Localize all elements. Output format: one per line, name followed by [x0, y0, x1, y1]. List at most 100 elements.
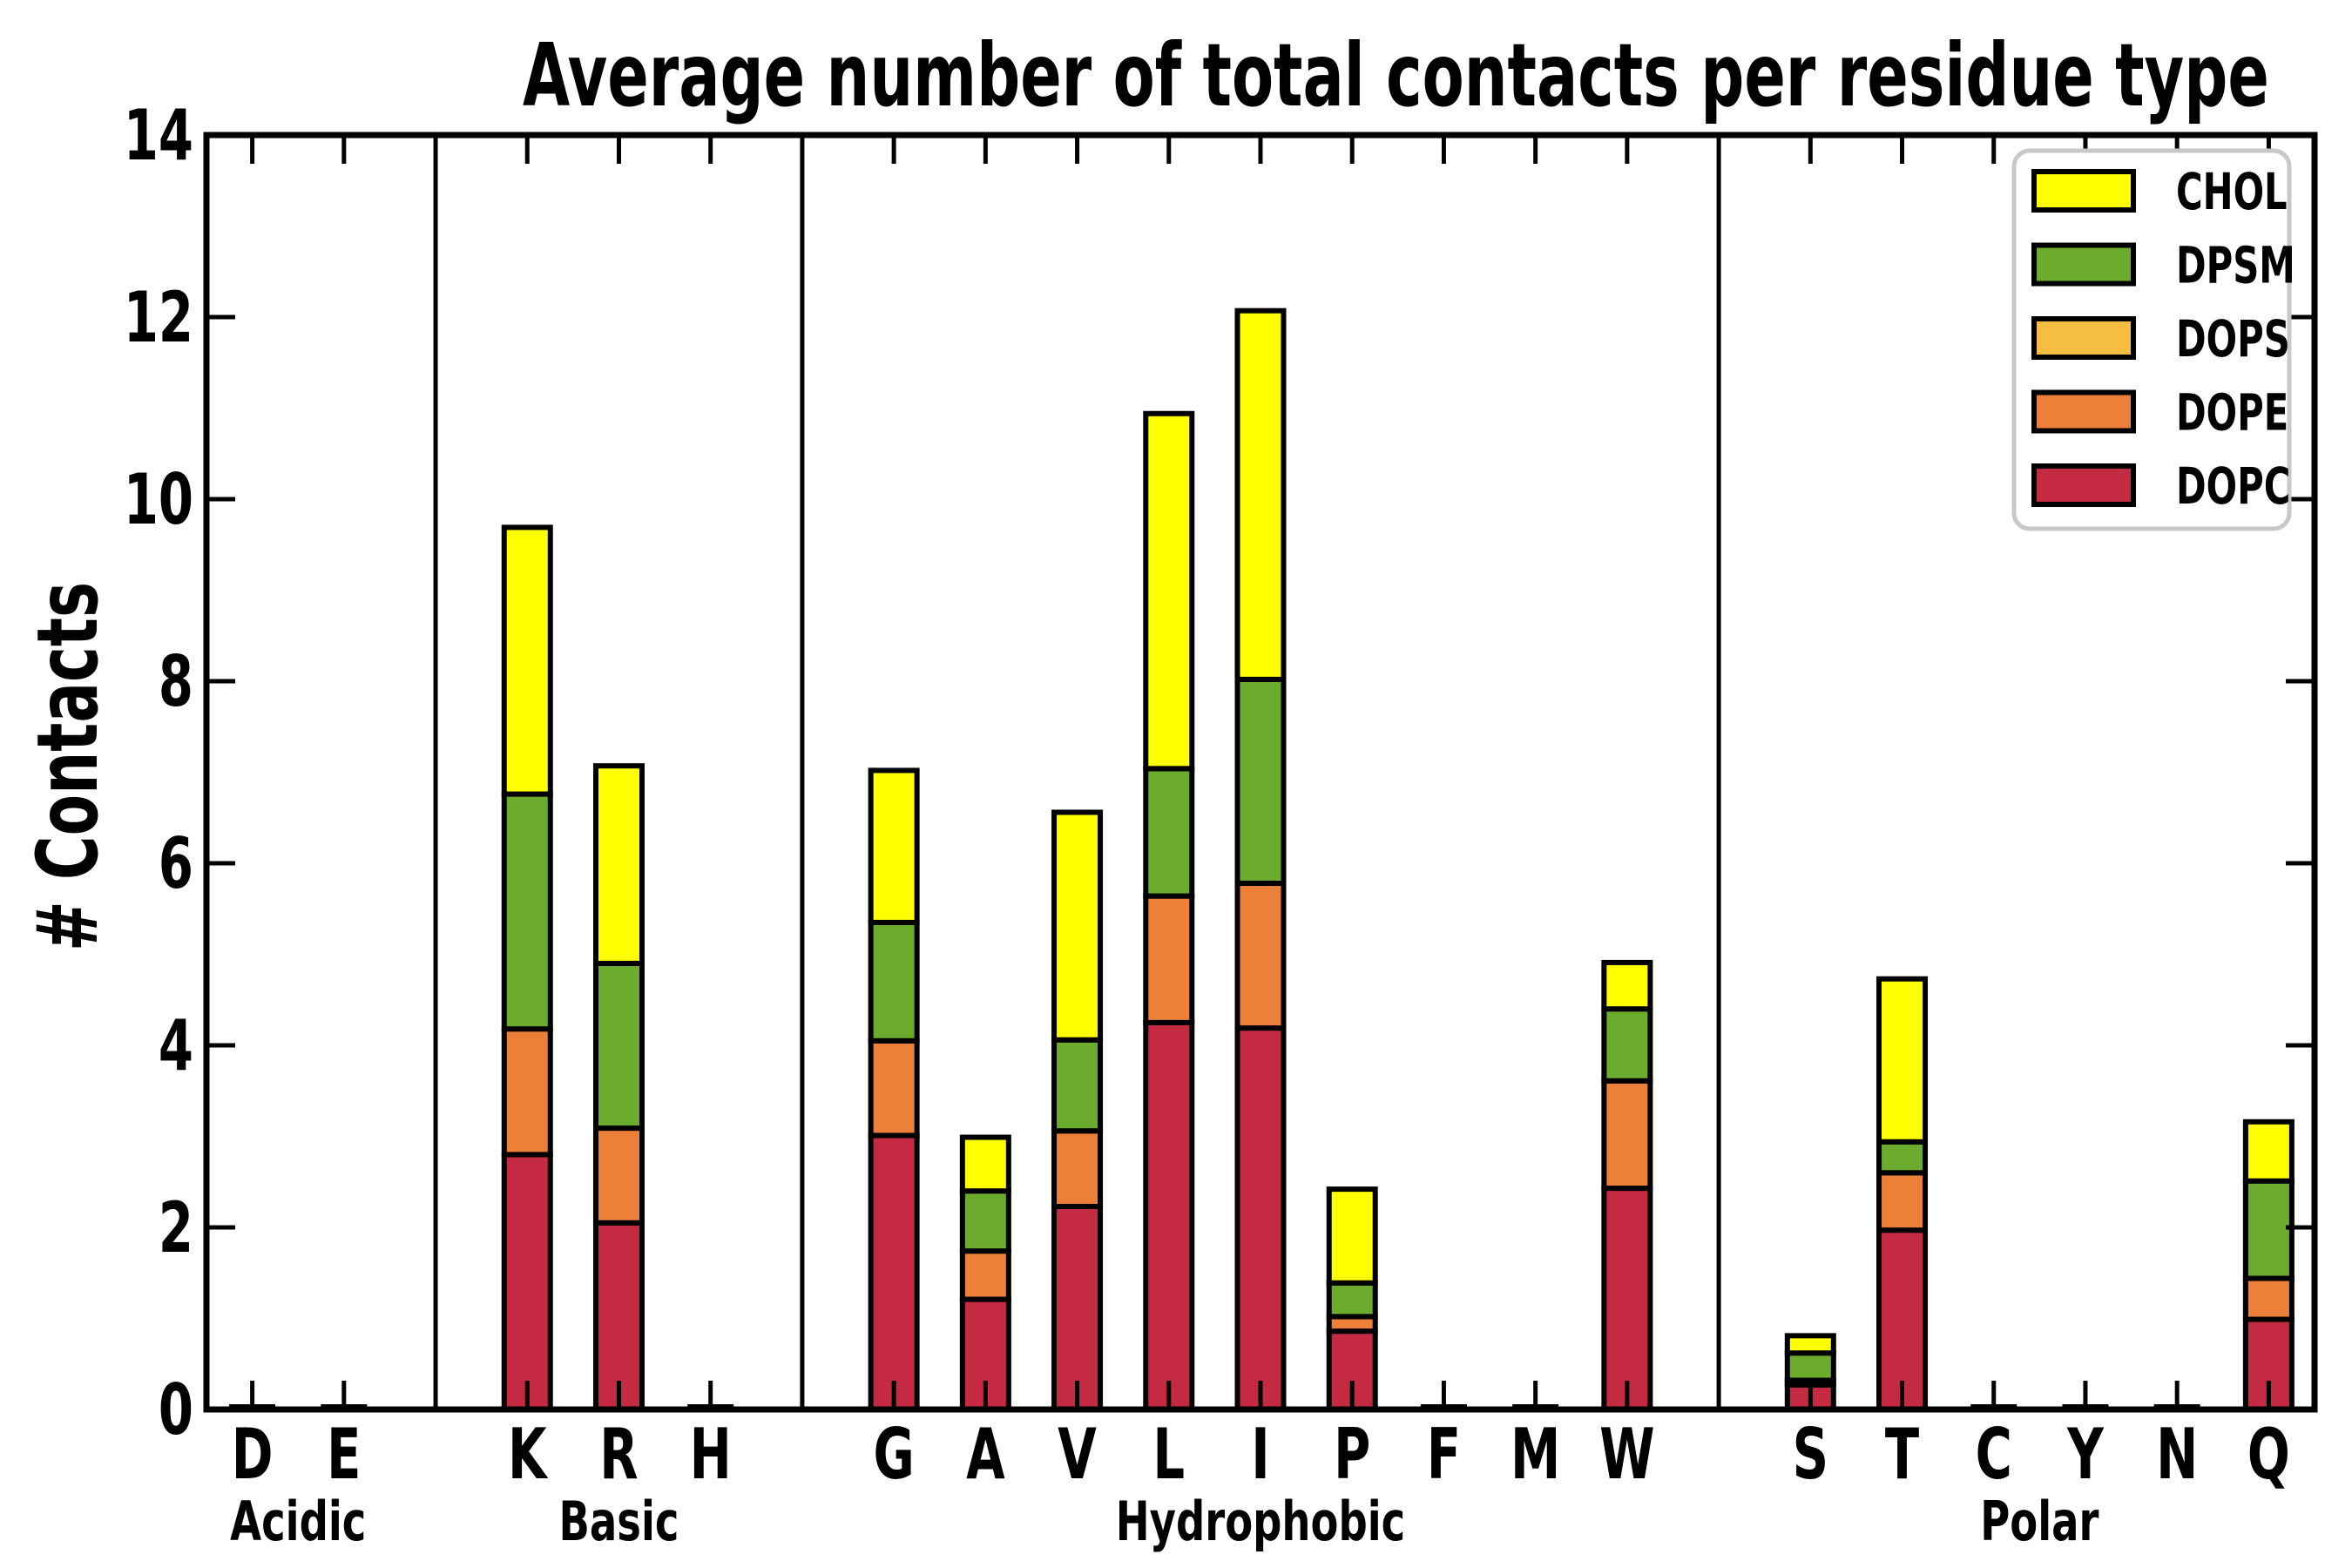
- x-tick-label-K: K: [508, 1415, 549, 1496]
- legend-label-DOPS-wrap: DOPS: [2176, 309, 2290, 368]
- y-tick-label-12-wrap: 12: [124, 278, 193, 359]
- legend-swatch-DOPC: [2031, 463, 2136, 507]
- y-axis-title: # Contacts: [19, 581, 117, 952]
- bar-segment-R-CHOL: [592, 763, 645, 966]
- group-label-basic-wrap: Basic: [558, 1490, 679, 1552]
- x-tick-label-S-wrap: S: [1793, 1415, 1828, 1496]
- x-tick-label-W: W: [1599, 1415, 1655, 1496]
- legend-label-DOPE: DOPE: [2176, 383, 2288, 443]
- x-tick-label-P-wrap: P: [1334, 1415, 1370, 1496]
- x-tick-label-D-wrap: D: [232, 1415, 274, 1496]
- group-label-acidic: Acidic: [230, 1490, 366, 1552]
- y-tick-label-2: 2: [159, 1188, 193, 1269]
- y-tick-label-6-wrap: 6: [159, 824, 193, 905]
- legend-swatch-CHOL: [2031, 169, 2136, 213]
- y-tick-label-6: 6: [159, 824, 193, 905]
- bar-segment-L-DPSM: [1143, 766, 1195, 899]
- legend-label-CHOL: CHOL: [2176, 162, 2288, 221]
- y-tick-label-12: 12: [124, 278, 193, 359]
- bar-segment-W-DOPC: [1601, 1186, 1653, 1412]
- bar-segment-A-CHOL: [959, 1134, 1011, 1194]
- bar-segment-I-CHOL: [1234, 308, 1287, 682]
- bar-segment-Q-DPSM: [2242, 1178, 2295, 1281]
- bar-segment-I-DOPE: [1234, 880, 1287, 1031]
- bar-segment-Q-DOPE: [2242, 1275, 2295, 1322]
- x-tick-label-I-wrap: I: [1251, 1415, 1269, 1496]
- bar-segment-G-CHOL: [868, 767, 920, 925]
- x-tick-label-E-wrap: E: [327, 1415, 361, 1496]
- bar-segment-A-DOPE: [959, 1248, 1011, 1302]
- bar-segment-R-DOPE: [592, 1125, 645, 1226]
- x-tick-label-C-wrap: C: [1976, 1415, 2012, 1496]
- plot-frame: [203, 132, 2318, 1413]
- bar-segment-V-CHOL: [1051, 809, 1104, 1043]
- group-label-acidic-wrap: Acidic: [230, 1490, 366, 1552]
- x-tick-label-F-wrap: F: [1427, 1415, 1461, 1496]
- legend-label-DOPE-wrap: DOPE: [2176, 383, 2288, 443]
- x-tick-label-V-wrap: V: [1058, 1415, 1097, 1496]
- group-label-hydrophobic-wrap: Hydrophobic: [1116, 1490, 1406, 1552]
- y-tick-label-14-wrap: 14: [124, 96, 193, 177]
- bar-segment-T-CHOL: [1876, 976, 1929, 1145]
- legend-label-DPSM: DPSM: [2176, 236, 2295, 295]
- y-tick-label-4: 4: [159, 1006, 193, 1087]
- y-tick-label-14: 14: [124, 96, 193, 177]
- legend-label-DOPS: DOPS: [2176, 309, 2290, 368]
- x-tick-label-H-wrap: H: [690, 1415, 732, 1496]
- chart-title: Average number of total contacts per res…: [523, 24, 2269, 126]
- x-tick-label-G: G: [873, 1415, 914, 1496]
- bar-segment-Q-CHOL: [2242, 1119, 2295, 1184]
- bar-segment-K-DOPC: [501, 1152, 553, 1413]
- y-tick-label-0: 0: [159, 1370, 193, 1451]
- y-tick-label-0-wrap: 0: [159, 1370, 193, 1451]
- bar-segment-W-DPSM: [1601, 1006, 1653, 1084]
- legend-label-CHOL-wrap: CHOL: [2176, 162, 2288, 221]
- x-tick-label-Y: Y: [2066, 1415, 2105, 1496]
- bar-segment-G-DPSM: [868, 919, 920, 1044]
- bar-segment-P-DPSM: [1326, 1280, 1378, 1320]
- bar-segment-I-DPSM: [1234, 676, 1287, 886]
- x-tick-label-S: S: [1793, 1415, 1828, 1496]
- x-tick-label-Y-wrap: Y: [2066, 1415, 2105, 1496]
- x-tick-label-R-wrap: R: [599, 1415, 638, 1496]
- x-tick-label-Q: Q: [2247, 1415, 2290, 1496]
- x-tick-label-W-wrap: W: [1599, 1415, 1655, 1496]
- x-tick-label-N: N: [2156, 1415, 2198, 1496]
- x-tick-label-L: L: [1152, 1415, 1185, 1496]
- bar-segment-W-DOPE: [1601, 1078, 1653, 1192]
- bar-segment-P-CHOL: [1326, 1186, 1378, 1286]
- bar-segment-K-DPSM: [501, 791, 553, 1032]
- group-label-hydrophobic: Hydrophobic: [1116, 1490, 1406, 1552]
- x-tick-label-K-wrap: K: [508, 1415, 549, 1496]
- y-tick-label-10: 10: [124, 460, 193, 541]
- x-tick-label-V: V: [1058, 1415, 1097, 1496]
- group-label-polar: Polar: [1980, 1490, 2099, 1552]
- x-tick-label-L-wrap: L: [1152, 1415, 1185, 1496]
- bar-segment-A-DPSM: [959, 1188, 1011, 1254]
- legend-swatch-DOPE: [2031, 389, 2136, 434]
- y-tick-label-8: 8: [159, 642, 193, 723]
- y-tick-label-8-wrap: 8: [159, 642, 193, 723]
- legend-swatch-DPSM: [2031, 242, 2136, 287]
- x-tick-label-M: M: [1511, 1415, 1560, 1496]
- legend-label-DPSM-wrap: DPSM: [2176, 236, 2295, 295]
- x-tick-label-G-wrap: G: [873, 1415, 914, 1496]
- x-tick-label-F: F: [1427, 1415, 1461, 1496]
- bar-segment-T-DPSM: [1876, 1139, 1929, 1176]
- y-tick-label-2-wrap: 2: [159, 1188, 193, 1269]
- bar-segment-R-DPSM: [592, 960, 645, 1132]
- bar-segment-I-DOPC: [1234, 1025, 1287, 1413]
- bar-segment-T-DOPE: [1876, 1170, 1929, 1233]
- bar-segment-K-CHOL: [501, 524, 553, 797]
- legend-swatch-DOPS: [2031, 316, 2136, 360]
- group-label-polar-wrap: Polar: [1980, 1490, 2099, 1552]
- legend-label-DOPC: DOPC: [2176, 456, 2290, 516]
- x-tick-label-I: I: [1251, 1415, 1269, 1496]
- x-tick-label-N-wrap: N: [2156, 1415, 2198, 1496]
- x-tick-label-A-wrap: A: [966, 1415, 1005, 1496]
- x-tick-label-R: R: [599, 1415, 638, 1496]
- y-tick-label-4-wrap: 4: [159, 1006, 193, 1087]
- legend-label-DOPC-wrap: DOPC: [2176, 456, 2290, 516]
- bar-segment-L-DOPC: [1143, 1019, 1195, 1412]
- x-tick-label-H: H: [690, 1415, 732, 1496]
